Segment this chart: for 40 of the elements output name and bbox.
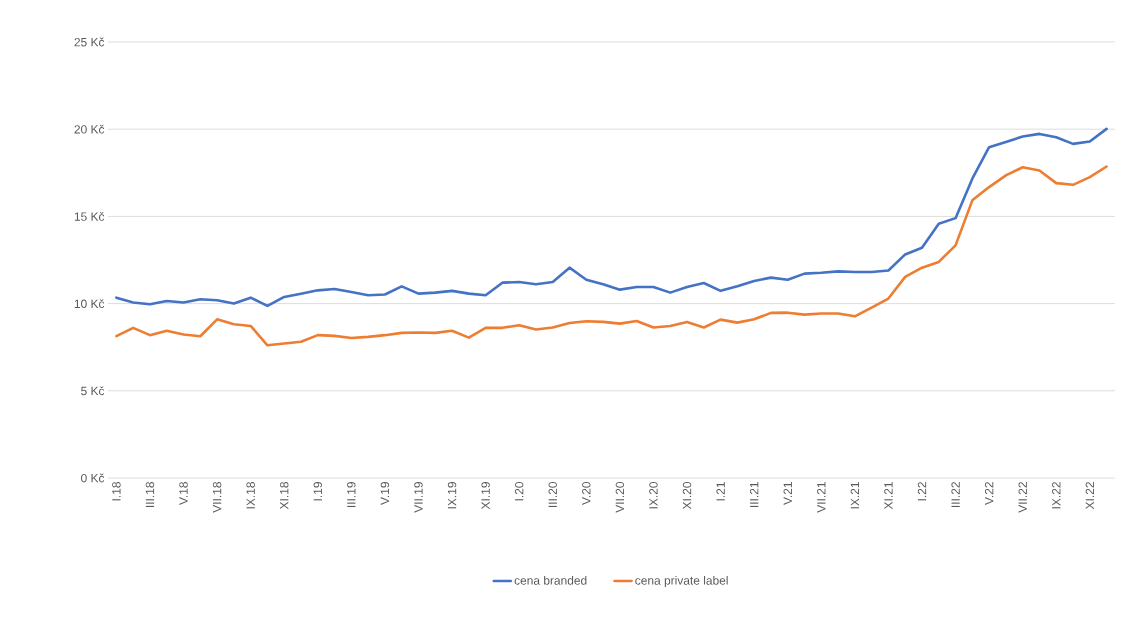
x-tick-label: VII.18 xyxy=(212,482,222,513)
x-tick-label: XI.20 xyxy=(682,481,692,510)
x-tick-label: VII.19 xyxy=(414,482,423,513)
x-tick-label: III.22 xyxy=(951,482,960,507)
x-tick-label: I.18 xyxy=(112,482,121,501)
x-tick-label: IX.20 xyxy=(649,481,658,509)
y-tick-label: 0 Kč xyxy=(81,473,105,483)
x-tick-label: I.20 xyxy=(514,481,524,501)
legend-label: cena private label xyxy=(635,575,728,588)
y-tick-label: 10 Kč xyxy=(74,299,105,308)
y-tick-label: 25 Kč xyxy=(74,37,105,47)
x-tick-label: V.18 xyxy=(179,482,188,505)
x-tick-label: IX.21 xyxy=(850,482,860,509)
y-tick-label: 20 Kč xyxy=(74,124,105,134)
x-tick-label: I.19 xyxy=(313,482,323,501)
x-tick-label: V.20 xyxy=(582,481,591,505)
x-tick-label: IX.22 xyxy=(1052,482,1061,509)
x-tick-label: XI.18 xyxy=(279,482,289,510)
x-tick-label: V.21 xyxy=(783,482,792,505)
x-tick-label: IX.19 xyxy=(447,482,457,509)
x-tick-label: XI.19 xyxy=(481,482,490,510)
x-tick-label: VII.21 xyxy=(817,482,826,513)
x-tick-label: XI.21 xyxy=(884,482,893,510)
y-tick-label: 15 Kč xyxy=(74,211,105,221)
x-tick-label: I.21 xyxy=(716,482,725,501)
line-series xyxy=(115,127,1108,308)
x-tick-label: III.21 xyxy=(749,482,759,507)
x-tick-label: III.18 xyxy=(145,482,155,507)
x-tick-label: XI.22 xyxy=(1085,482,1094,510)
x-tick-label: I.22 xyxy=(917,482,927,501)
x-tick-label: III.20 xyxy=(548,481,557,507)
y-tick-label: 5 Kč xyxy=(81,386,105,396)
x-tick-label: VII.22 xyxy=(1018,482,1027,513)
legend-label: cena branded xyxy=(514,575,587,585)
line-series xyxy=(115,165,1108,347)
x-tick-label: VII.20 xyxy=(615,481,625,513)
x-tick-label: V.19 xyxy=(380,482,390,505)
x-tick-label: III.19 xyxy=(347,482,356,507)
x-tick-label: V.22 xyxy=(984,482,994,505)
x-tick-label: IX.18 xyxy=(246,482,255,509)
